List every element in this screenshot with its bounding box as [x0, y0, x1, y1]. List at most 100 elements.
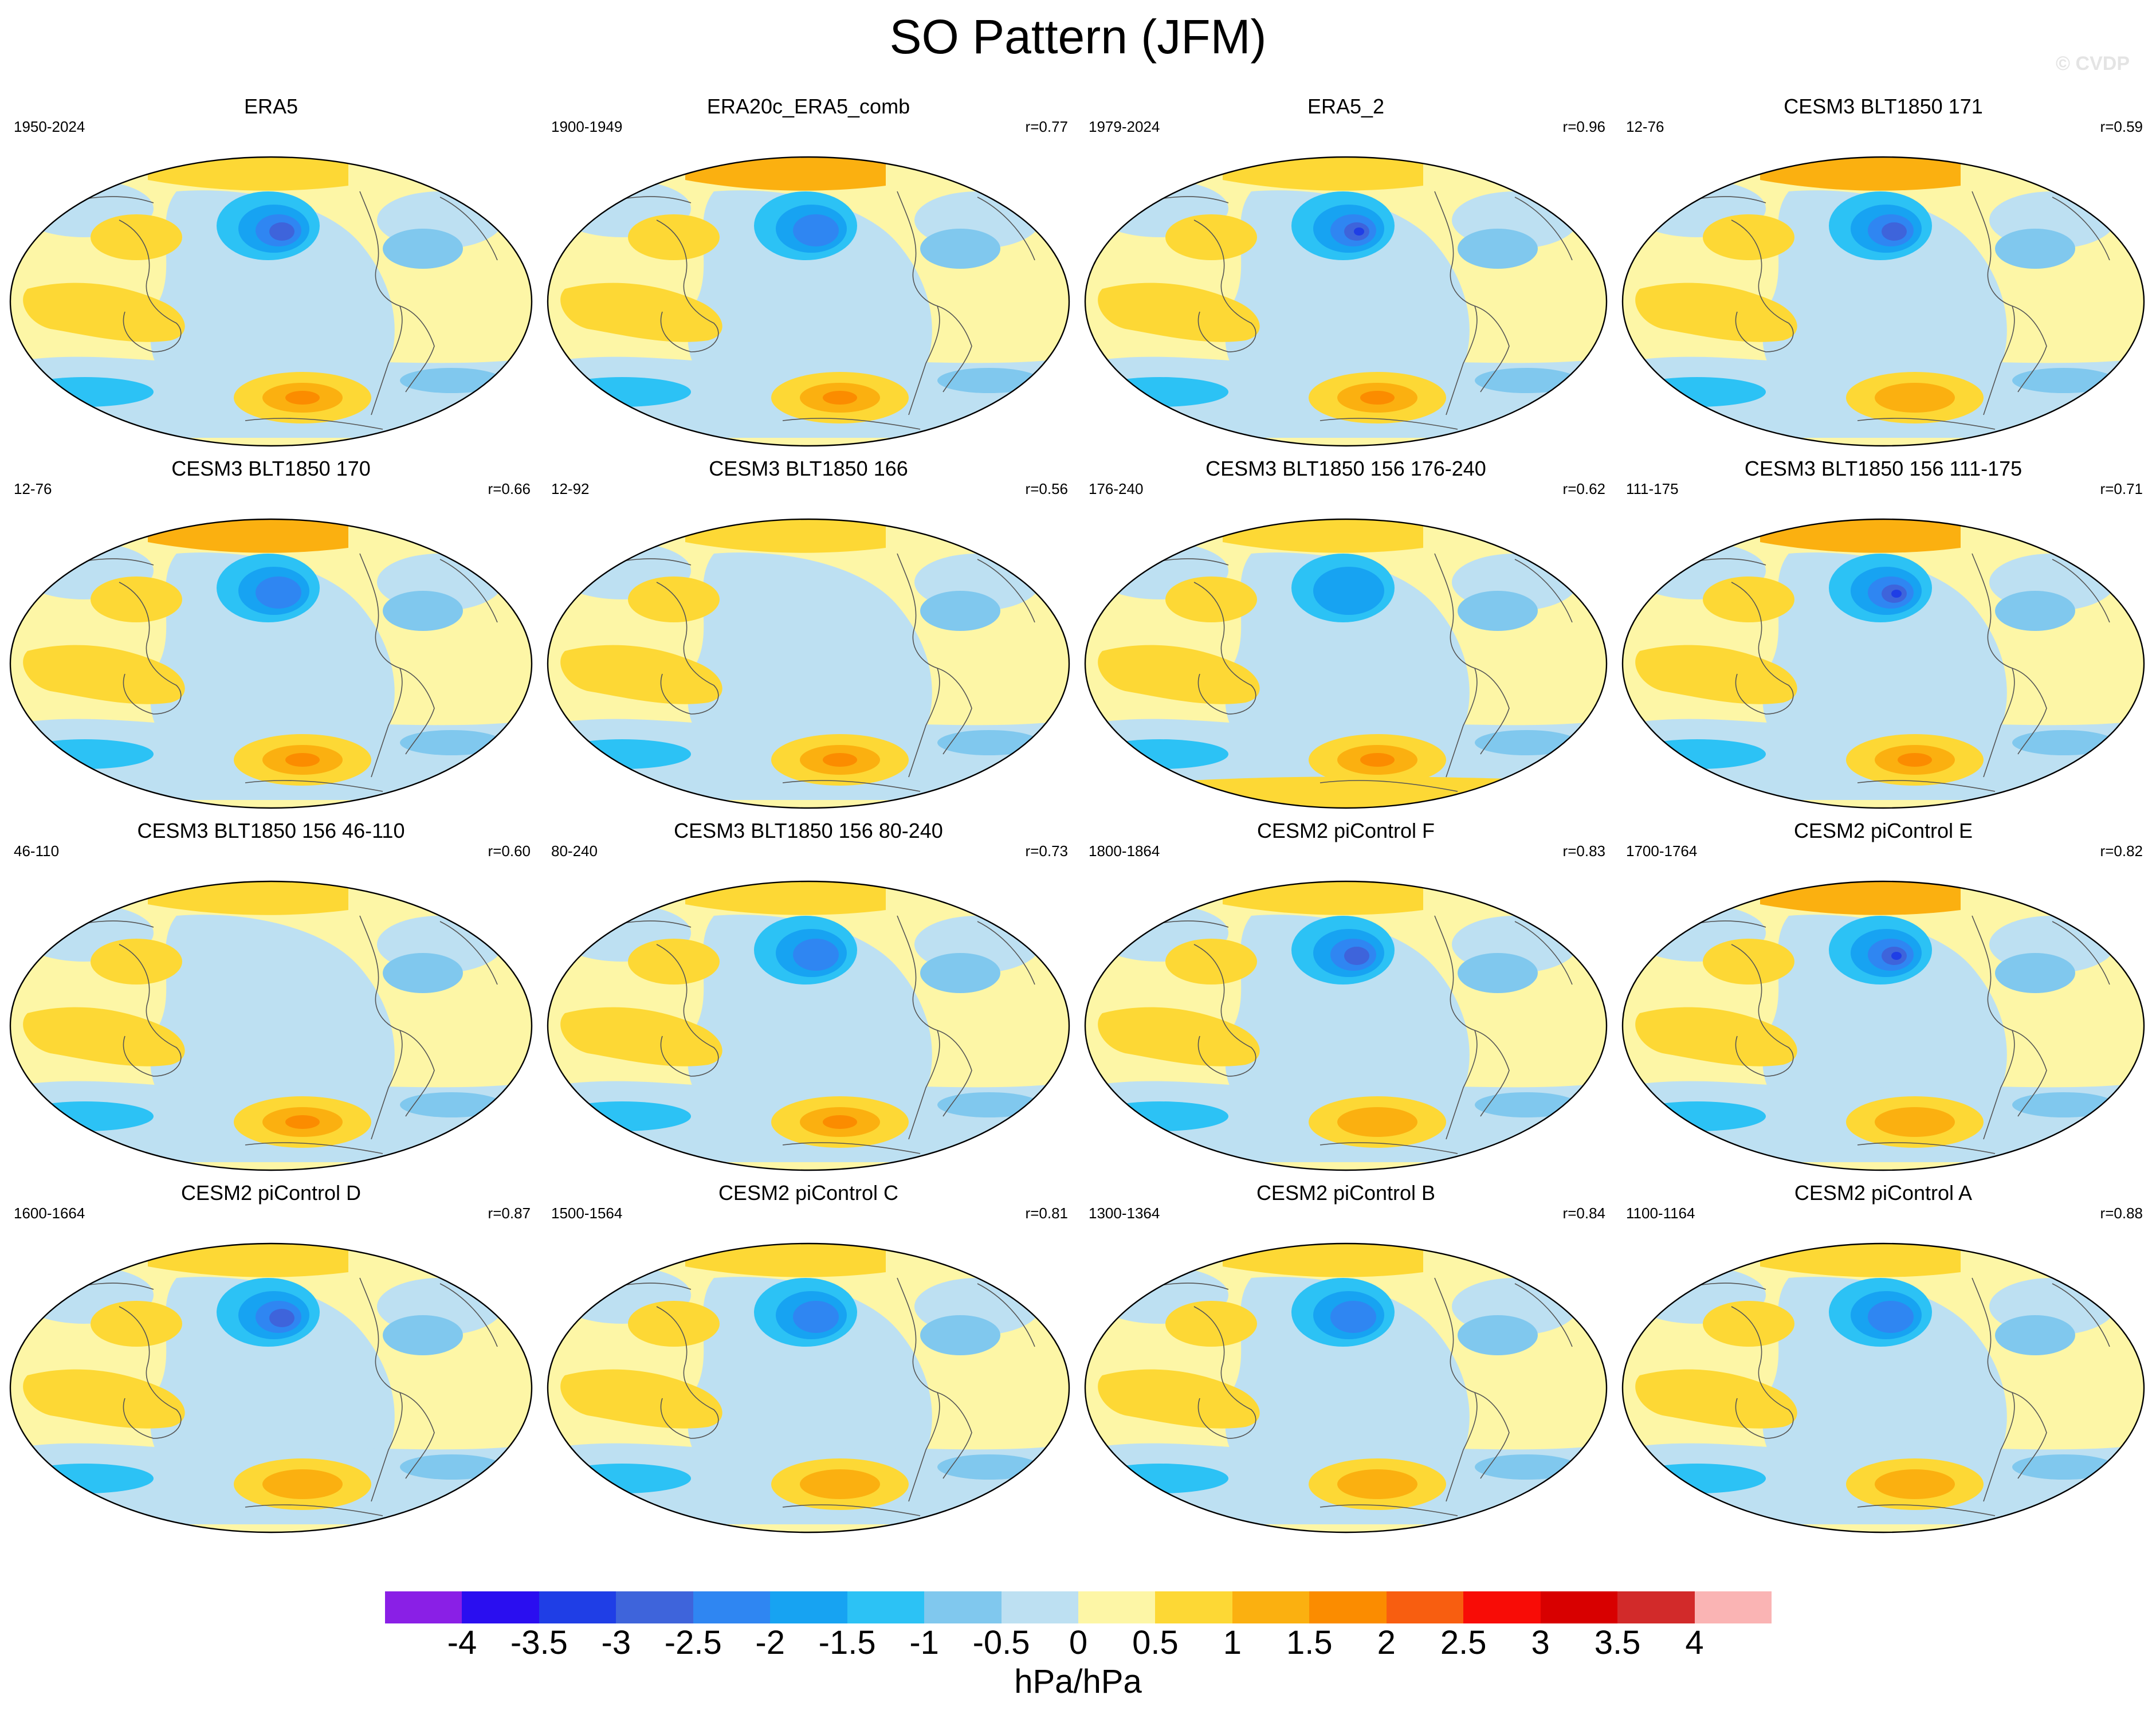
- map-panel: CESM3 BLT1850 156 80-240 80-240 r=0.73: [542, 818, 1075, 1179]
- colorbar-swatch: [616, 1591, 694, 1623]
- panel-title: CESM3 BLT1850 156 111-175: [1744, 457, 2023, 480]
- colorbar-tick-label: -2.5: [664, 1624, 722, 1661]
- panel-correlation: r=0.66: [488, 480, 531, 497]
- map-panel: CESM3 BLT1850 170 12-76 r=0.66: [5, 456, 537, 817]
- colorbar-tick-label: 2.5: [1440, 1624, 1487, 1661]
- colorbar-tick-label: 4: [1685, 1624, 1704, 1661]
- panel-title: CESM2 piControl F: [1256, 819, 1435, 842]
- colorbar-tick-label: 1.5: [1286, 1624, 1333, 1661]
- world-map-plot: [9, 880, 533, 1171]
- colorbar-swatch: [385, 1591, 462, 1623]
- panel-correlation: r=0.88: [2100, 1205, 2143, 1222]
- panel-correlation: r=0.81: [1025, 1205, 1068, 1222]
- world-map-plot: [1084, 518, 1608, 809]
- colorbar-swatch: [1694, 1591, 1772, 1623]
- panel-years: 1900-1949: [551, 118, 623, 135]
- world-map-plot: [1621, 1242, 2145, 1533]
- map-panel: CESM2 piControl A 1100-1164 r=0.88: [1617, 1180, 2150, 1542]
- map-panel: ERA5 1950-2024: [5, 94, 537, 455]
- world-map-plot: [9, 518, 533, 809]
- panel-years: 1979-2024: [1089, 118, 1160, 135]
- map-panel: CESM3 BLT1850 156 176-240 176-240 r=0.62: [1079, 456, 1612, 817]
- panel-correlation: r=0.83: [1562, 842, 1605, 860]
- map-panel: CESM2 piControl D 1600-1664 r=0.87: [5, 1180, 537, 1542]
- panel-years: 12-92: [551, 480, 590, 497]
- colorbar-swatch: [693, 1591, 771, 1623]
- panel-title: CESM3 BLT1850 170: [171, 457, 371, 480]
- map-panel: CESM2 piControl B 1300-1364 r=0.84: [1079, 1180, 1612, 1542]
- world-map-plot: [1084, 880, 1608, 1171]
- panel-years: 80-240: [551, 842, 598, 860]
- world-map-plot: [547, 156, 1070, 447]
- colorbar-swatch: [1540, 1591, 1618, 1623]
- panel-title: ERA5: [244, 95, 299, 118]
- panel-title: ERA20c_ERA5_comb: [706, 95, 910, 118]
- panel-years: 1300-1364: [1089, 1205, 1160, 1222]
- colorbar-tick-label: 3: [1531, 1624, 1550, 1661]
- panel-years: 1500-1564: [551, 1205, 623, 1222]
- colorbar-tick-label: -4: [447, 1624, 477, 1661]
- world-map-plot: [547, 1242, 1070, 1533]
- panel-years: 1600-1664: [14, 1205, 85, 1222]
- panel-title: CESM3 BLT1850 156 176-240: [1205, 457, 1486, 480]
- panel-title: CESM2 piControl C: [718, 1181, 899, 1205]
- colorbar-tick-label: -3.5: [510, 1624, 568, 1661]
- map-panel: CESM2 piControl F 1800-1864 r=0.83: [1079, 818, 1612, 1179]
- panel-correlation: r=0.71: [2100, 480, 2143, 497]
- panel-correlation: r=0.60: [488, 842, 531, 860]
- panel-correlation: r=0.73: [1025, 842, 1068, 860]
- colorbar-tick-label: -1: [909, 1624, 939, 1661]
- world-map-plot: [547, 518, 1070, 809]
- panel-years: 1100-1164: [1626, 1205, 1695, 1222]
- colorbar-swatch: [1001, 1591, 1079, 1623]
- colorbar-swatch: [1463, 1591, 1541, 1623]
- colorbar-swatch: [1232, 1591, 1310, 1623]
- world-map-plot: [547, 880, 1070, 1171]
- world-map-plot: [9, 1242, 533, 1533]
- colorbar-swatch: [770, 1591, 848, 1623]
- colorbar-tick-label: -2: [755, 1624, 785, 1661]
- panel-title: CESM3 BLT1850 166: [709, 457, 908, 480]
- world-map-plot: [1084, 156, 1608, 447]
- panel-years: 176-240: [1089, 480, 1144, 497]
- panel-years: 111-175: [1626, 480, 1679, 497]
- colorbar-tick-label: -3: [601, 1624, 631, 1661]
- panel-title: CESM2 piControl D: [180, 1181, 362, 1205]
- panel-years: 12-76: [14, 480, 52, 497]
- colorbar-tick-label: 0: [1069, 1624, 1088, 1661]
- panel-correlation: r=0.77: [1025, 118, 1068, 135]
- panel-correlation: r=0.82: [2100, 842, 2143, 860]
- colorbar-swatch: [539, 1591, 616, 1623]
- colorbar-swatch: [847, 1591, 925, 1623]
- panel-correlation: r=0.56: [1025, 480, 1068, 497]
- colorbar-tick-label: 2: [1377, 1624, 1396, 1661]
- panel-correlation: r=0.59: [2100, 118, 2143, 135]
- colorbar-tick-label: 0.5: [1132, 1624, 1179, 1661]
- panel-title: CESM3 BLT1850 156 80-240: [674, 819, 943, 842]
- colorbar-swatch: [1386, 1591, 1464, 1623]
- world-map-plot: [1621, 518, 2145, 809]
- map-panel: CESM3 BLT1850 156 111-175 111-175 r=0.71: [1617, 456, 2150, 817]
- colorbar-swatch: [1617, 1591, 1695, 1623]
- colorbar-tick-label: -0.5: [972, 1624, 1030, 1661]
- map-panel: CESM2 piControl C 1500-1564 r=0.81: [542, 1180, 1075, 1542]
- panel-title: ERA5_2: [1307, 95, 1385, 118]
- map-panel: CESM3 BLT1850 156 46-110 46-110 r=0.60: [5, 818, 537, 1179]
- colorbar-tick-label: 1: [1223, 1624, 1242, 1661]
- colorbar-swatch: [1155, 1591, 1233, 1623]
- colorbar-units: hPa/hPa: [1014, 1663, 1142, 1700]
- panel-title: CESM2 piControl A: [1794, 1181, 1973, 1205]
- colorbar-swatch: [1078, 1591, 1156, 1623]
- panel-correlation: r=0.96: [1562, 118, 1605, 135]
- panel-correlation: r=0.62: [1562, 480, 1605, 497]
- panel-title: CESM2 piControl E: [1793, 819, 1973, 842]
- map-panel: CESM2 piControl E 1700-1764 r=0.82: [1617, 818, 2150, 1179]
- figure-title: SO Pattern (JFM): [889, 10, 1267, 64]
- panel-years: 1950-2024: [14, 118, 85, 135]
- panel-years: 12-76: [1626, 118, 1664, 135]
- panel-correlation: r=0.87: [488, 1205, 531, 1222]
- world-map-plot: [9, 156, 533, 447]
- map-panel: ERA5_2 1979-2024 r=0.96: [1079, 94, 1612, 455]
- watermark: © CVDP: [2056, 53, 2130, 74]
- panel-title: CESM3 BLT1850 156 46-110: [137, 819, 405, 842]
